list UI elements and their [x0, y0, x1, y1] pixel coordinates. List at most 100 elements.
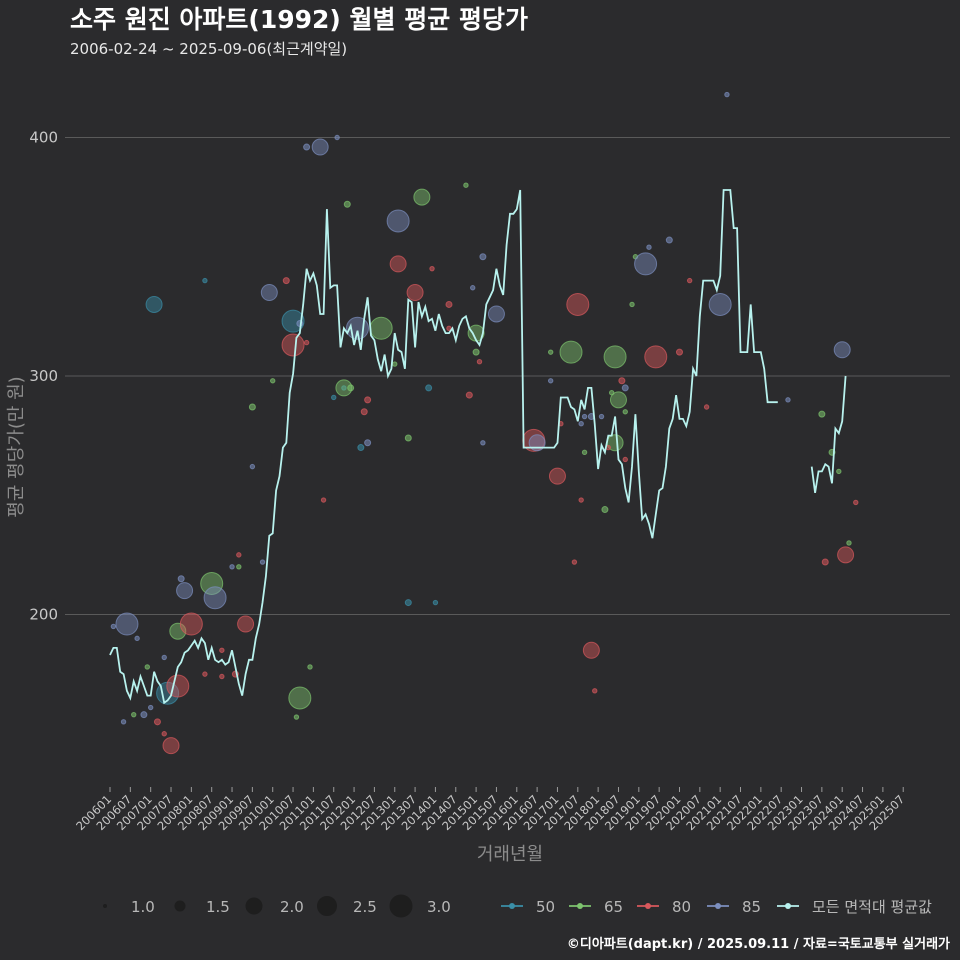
point-80	[219, 673, 225, 680]
point-85	[303, 143, 311, 151]
point-65	[369, 316, 393, 340]
point-85	[134, 635, 140, 642]
point-80	[446, 325, 452, 331]
point-80	[465, 391, 473, 399]
point-50	[432, 599, 439, 606]
point-80	[429, 265, 435, 272]
point-50	[357, 444, 365, 452]
point-80	[236, 552, 242, 558]
point-80	[821, 558, 829, 566]
y-tick-label: 400	[29, 129, 58, 147]
point-65	[169, 622, 187, 640]
legend-label-3: 85	[742, 898, 761, 916]
point-80	[592, 688, 598, 694]
point-85	[598, 413, 605, 420]
point-80	[675, 348, 683, 356]
legend-dot-0	[509, 903, 515, 909]
point-80	[166, 674, 190, 698]
point-80	[566, 292, 590, 316]
point-65	[836, 468, 842, 475]
point-65	[131, 711, 137, 718]
point-85	[140, 711, 148, 719]
point-80	[853, 499, 859, 506]
size-legend-symbol	[103, 904, 107, 908]
point-65	[307, 664, 313, 670]
average-line-layer	[109, 189, 847, 705]
point-80	[389, 255, 407, 273]
legend-label-0: 50	[536, 898, 555, 916]
y-axis-ticks: 200 300 400	[29, 129, 58, 624]
point-65	[404, 434, 412, 442]
legend-dot-4	[785, 903, 791, 909]
point-85	[177, 575, 185, 583]
size-legend-label: 3.0	[427, 898, 451, 916]
point-85	[203, 586, 227, 610]
point-65	[392, 361, 398, 367]
point-65	[343, 200, 351, 208]
y-tick-label: 200	[29, 606, 58, 624]
point-85	[487, 305, 505, 323]
point-65	[200, 571, 224, 595]
average-line-recent	[810, 375, 847, 494]
source-caption: ©디아파트(dapt.kr) / 2025.09.11 / 자료=국토교통부 실…	[567, 936, 950, 952]
point-65	[581, 449, 588, 456]
legend-dot-2	[645, 903, 651, 909]
point-65	[547, 349, 554, 355]
point-80	[618, 377, 626, 385]
average-line	[109, 189, 778, 705]
size-legend-symbol	[317, 896, 337, 916]
point-65	[603, 345, 627, 369]
x-axis-label: 거래년월	[477, 844, 543, 865]
legend-label-2: 80	[672, 898, 691, 916]
point-85	[479, 253, 487, 261]
point-50	[331, 394, 337, 401]
point-85	[147, 704, 154, 711]
point-85	[646, 244, 652, 250]
point-85	[621, 384, 629, 392]
point-80	[237, 615, 255, 633]
point-80	[578, 497, 584, 503]
point-85	[578, 421, 584, 427]
point-85	[724, 91, 730, 98]
gridlines	[65, 137, 950, 615]
point-80	[281, 333, 305, 357]
point-65	[288, 686, 312, 710]
point-50	[202, 277, 208, 284]
point-80	[548, 467, 566, 485]
point-85	[334, 134, 340, 141]
legend-dot-1	[577, 903, 583, 909]
x-axis-ticks: 2006012006072007012007072008012008072009…	[73, 787, 907, 833]
point-65	[601, 506, 609, 514]
point-85	[547, 378, 554, 384]
point-85	[364, 439, 372, 447]
point-85	[115, 612, 139, 636]
point-80	[582, 641, 600, 659]
point-80	[320, 497, 327, 503]
chart-title: 소주 원진 아파트(1992) 월별 평균 평당가	[70, 5, 528, 34]
point-65	[347, 384, 355, 392]
point-85	[259, 559, 266, 565]
point-65	[559, 340, 583, 364]
size-legend-symbol	[174, 900, 186, 912]
point-65	[248, 403, 256, 411]
point-80	[162, 737, 180, 755]
point-80	[303, 339, 310, 346]
size-legend: 1.0 1.5 2.0 2.5 3.0	[103, 894, 451, 918]
legend-label-1: 65	[604, 898, 623, 916]
point-80	[476, 358, 483, 365]
point-85	[249, 463, 256, 470]
point-85	[386, 209, 410, 233]
point-80	[364, 396, 372, 404]
legend-dot-3	[715, 903, 721, 909]
point-65	[270, 378, 276, 384]
point-85	[634, 252, 658, 276]
point-85	[785, 397, 791, 403]
point-80	[282, 277, 290, 285]
point-80	[202, 671, 208, 677]
point-50	[404, 599, 412, 607]
point-65	[818, 410, 826, 418]
point-65	[629, 301, 635, 308]
point-85	[665, 236, 673, 244]
point-80	[406, 284, 424, 302]
